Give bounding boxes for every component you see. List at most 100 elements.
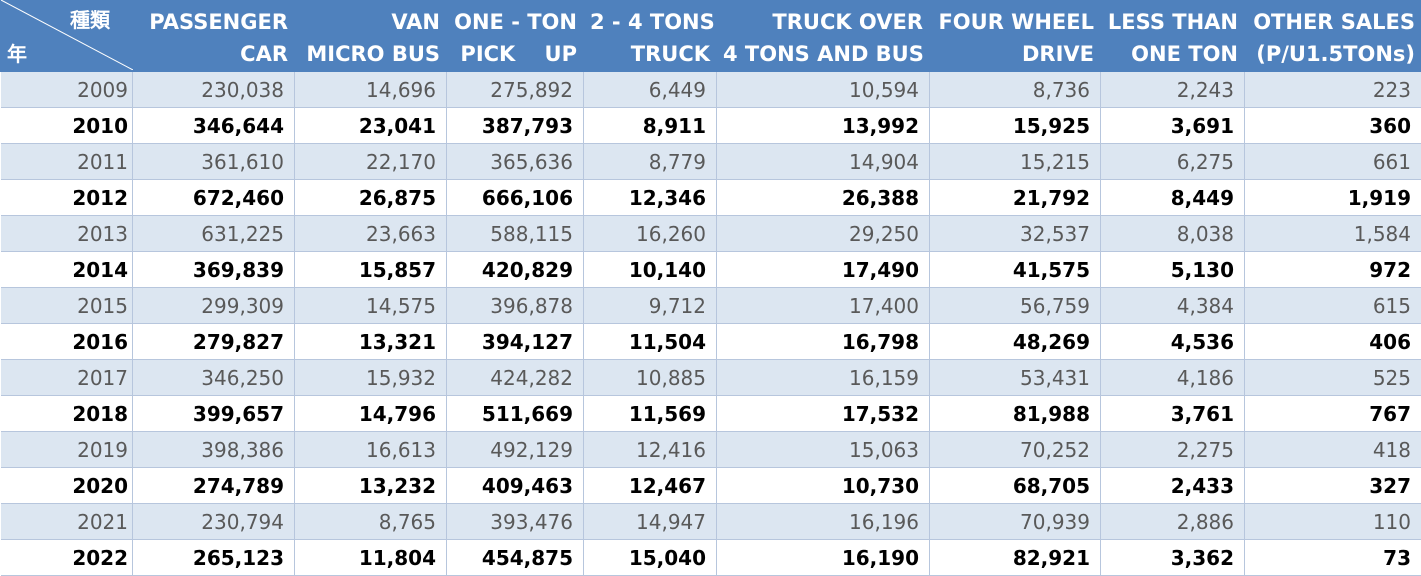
value-cell: 409,463 [446, 467, 584, 504]
value-cell: 387,793 [446, 107, 584, 144]
value-cell: 8,765 [294, 503, 447, 540]
value-cell: 82,921 [929, 539, 1101, 576]
value-cell: 41,575 [929, 251, 1101, 288]
value-cell: 8,736 [929, 72, 1101, 108]
value-cell: 666,106 [446, 179, 584, 216]
col-header-other-sales-line1: OTHER SALES [1244, 0, 1421, 36]
year-cell: 2014 [0, 251, 133, 288]
value-cell: 29,250 [716, 215, 930, 252]
table-row: 2019 398,386 16,613 492,129 12,416 15,063 70,2… [0, 431, 1421, 468]
value-cell: 661 [1244, 143, 1421, 180]
col-header-less-than-line2: ONE TON [1100, 36, 1245, 72]
value-cell: 8,038 [1100, 215, 1245, 252]
value-cell: 230,794 [132, 503, 295, 540]
year-cell: 2018 [0, 395, 133, 432]
value-cell: 13,321 [294, 323, 447, 360]
table-header: 種類 年 PASSENGER VAN ONE - TON 2 - 4 TONS … [0, 0, 1421, 72]
table-row: 2016 279,827 13,321 394,127 11,504 16,798 48,2… [0, 323, 1421, 360]
value-cell: 230,038 [132, 72, 295, 108]
value-cell: 21,792 [929, 179, 1101, 216]
col-header-less-than-line1: LESS THAN [1100, 0, 1245, 36]
value-cell: 110 [1244, 503, 1421, 540]
value-cell: 1,919 [1244, 179, 1421, 216]
value-cell: 16,260 [583, 215, 717, 252]
value-cell: 9,712 [583, 287, 717, 324]
value-cell: 17,532 [716, 395, 930, 432]
table-row: 2017 346,250 15,932 424,282 10,885 16,159 53,4… [0, 359, 1421, 396]
table-row: 2011 361,610 22,170 365,636 8,779 14,904 15,21… [0, 143, 1421, 180]
value-cell: 26,388 [716, 179, 930, 216]
value-cell: 12,346 [583, 179, 717, 216]
value-cell: 265,123 [132, 539, 295, 576]
col-header-passenger-line2: CAR [132, 36, 295, 72]
value-cell: 4,384 [1100, 287, 1245, 324]
value-cell: 11,569 [583, 395, 717, 432]
year-cell: 2021 [0, 503, 133, 540]
col-header-2-4-tons-line2: TRUCK [583, 36, 717, 72]
value-cell: 8,779 [583, 143, 717, 180]
value-cell: 1,584 [1244, 215, 1421, 252]
year-cell: 2009 [0, 72, 133, 108]
value-cell: 5,130 [1100, 251, 1245, 288]
value-cell: 327 [1244, 467, 1421, 504]
col-header-van-line1: VAN [294, 0, 447, 36]
value-cell: 6,449 [583, 72, 717, 108]
value-cell: 2,243 [1100, 72, 1245, 108]
value-cell: 394,127 [446, 323, 584, 360]
value-cell: 14,796 [294, 395, 447, 432]
value-cell: 53,431 [929, 359, 1101, 396]
value-cell: 6,275 [1100, 143, 1245, 180]
table-row: 2015 299,309 14,575 396,878 9,712 17,400 56,75… [0, 287, 1421, 324]
value-cell: 424,282 [446, 359, 584, 396]
value-cell: 2,433 [1100, 467, 1245, 504]
value-cell: 274,789 [132, 467, 295, 504]
value-cell: 70,252 [929, 431, 1101, 468]
value-cell: 525 [1244, 359, 1421, 396]
value-cell: 17,400 [716, 287, 930, 324]
year-cell: 2012 [0, 179, 133, 216]
value-cell: 10,730 [716, 467, 930, 504]
value-cell: 11,804 [294, 539, 447, 576]
value-cell: 14,575 [294, 287, 447, 324]
year-cell: 2019 [0, 431, 133, 468]
value-cell: 361,610 [132, 143, 295, 180]
value-cell: 393,476 [446, 503, 584, 540]
value-cell: 14,696 [294, 72, 447, 108]
value-cell: 16,613 [294, 431, 447, 468]
year-cell: 2016 [0, 323, 133, 360]
value-cell: 70,939 [929, 503, 1101, 540]
value-cell: 492,129 [446, 431, 584, 468]
year-cell: 2017 [0, 359, 133, 396]
year-cell: 2013 [0, 215, 133, 252]
value-cell: 8,911 [583, 107, 717, 144]
value-cell: 15,063 [716, 431, 930, 468]
value-cell: 32,537 [929, 215, 1101, 252]
value-cell: 15,215 [929, 143, 1101, 180]
year-cell: 2010 [0, 107, 133, 144]
col-header-truck-over-line2: 4 TONS AND BUS [716, 36, 930, 72]
value-cell: 14,947 [583, 503, 717, 540]
table-row: 2012 672,460 26,875 666,106 12,346 26,388 21,7… [0, 179, 1421, 216]
value-cell: 972 [1244, 251, 1421, 288]
value-cell: 13,992 [716, 107, 930, 144]
value-cell: 2,886 [1100, 503, 1245, 540]
value-cell: 396,878 [446, 287, 584, 324]
table-row: 2013 631,225 23,663 588,115 16,260 29,250 32,5… [0, 215, 1421, 252]
value-cell: 15,925 [929, 107, 1101, 144]
col-header-other-sales-line2: (P/U1.5TONs) [1244, 36, 1421, 72]
corner-header-cell: 種類 年 [0, 0, 133, 72]
value-cell: 299,309 [132, 287, 295, 324]
value-cell: 398,386 [132, 431, 295, 468]
col-header-van-line2: MICRO BUS [294, 36, 447, 72]
header-row-2: CAR MICRO BUS PICK UP TRUCK 4 TONS AND B… [1, 36, 1421, 72]
value-cell: 12,467 [583, 467, 717, 504]
value-cell: 8,449 [1100, 179, 1245, 216]
value-cell: 511,669 [446, 395, 584, 432]
value-cell: 15,857 [294, 251, 447, 288]
value-cell: 12,416 [583, 431, 717, 468]
value-cell: 4,186 [1100, 359, 1245, 396]
value-cell: 23,663 [294, 215, 447, 252]
value-cell: 17,490 [716, 251, 930, 288]
value-cell: 16,196 [716, 503, 930, 540]
